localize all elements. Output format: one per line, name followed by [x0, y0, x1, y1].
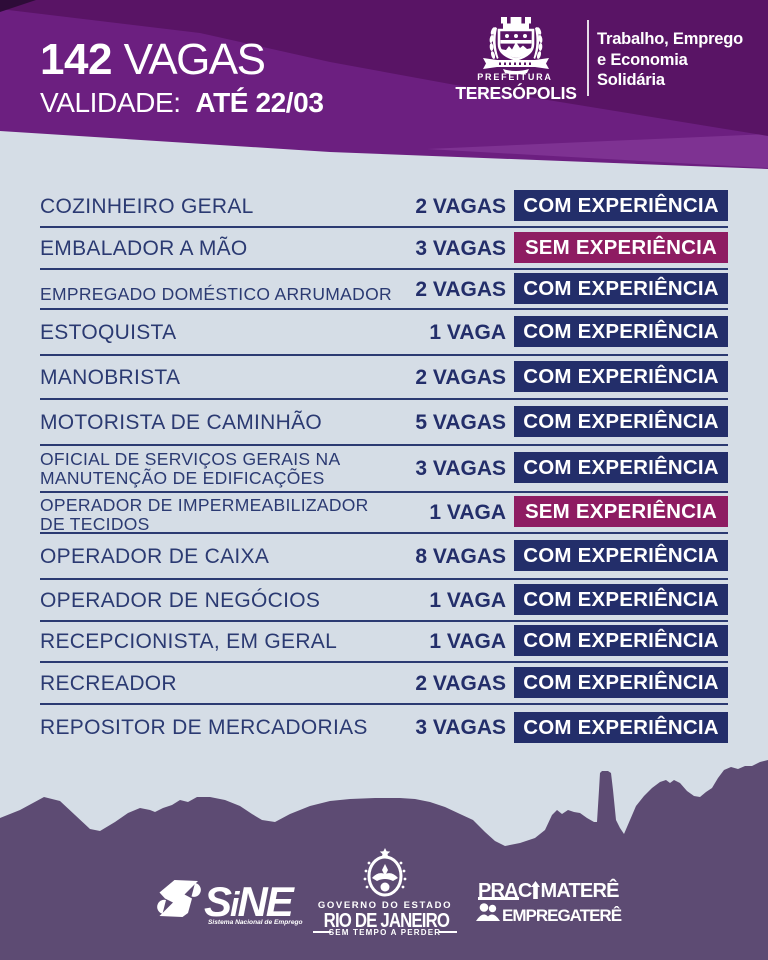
svg-text:SiNE: SiNE: [204, 878, 296, 925]
svg-text:Sistema Nacional de Emprego: Sistema Nacional de Emprego: [208, 919, 303, 926]
